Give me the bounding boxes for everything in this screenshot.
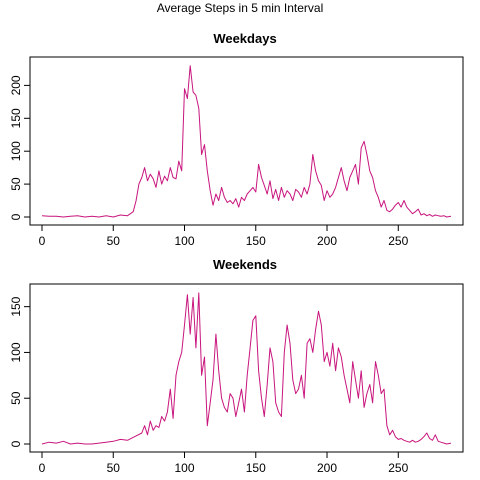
weekdays-plot-frame bbox=[29, 56, 464, 226]
weekdays-x-axis: 0 50 100 150 200 250 bbox=[39, 224, 409, 248]
weekdays-x-tick-label: 200 bbox=[317, 234, 337, 248]
weekdays-x-tick-label: 250 bbox=[388, 234, 408, 248]
weekdays-y-tick-label: 0 bbox=[9, 213, 23, 220]
weekdays-y-tick-label: 100 bbox=[9, 141, 23, 161]
weekends-x-tick-label: 0 bbox=[39, 461, 46, 475]
weekdays-y-tick-label: 150 bbox=[9, 108, 23, 128]
weekdays-series-line bbox=[41, 65, 452, 218]
weekends-y-axis: 0 50 100 150 bbox=[9, 296, 31, 447]
weekdays-y-axis: 0 50 100 150 200 bbox=[9, 75, 31, 220]
weekdays-x-tick-label: 150 bbox=[246, 234, 266, 248]
weekends-x-tick-label: 250 bbox=[388, 461, 408, 475]
weekdays-panel: Weekdays 0 50 100 150 200 250 0 50 100 150 200 bbox=[9, 31, 464, 248]
weekends-y-tick-label: 100 bbox=[9, 342, 23, 362]
weekdays-x-tick-label: 100 bbox=[174, 234, 194, 248]
weekends-series bbox=[41, 292, 452, 445]
weekends-x-tick-label: 150 bbox=[246, 461, 266, 475]
weekends-series-line bbox=[41, 292, 452, 445]
weekends-panel-title: Weekends bbox=[213, 257, 277, 272]
weekends-y-tick-label: 150 bbox=[9, 296, 23, 316]
weekends-panel: Weekends 0 50 100 150 200 250 0 50 100 150 bbox=[9, 257, 464, 475]
weekends-x-axis: 0 50 100 150 200 250 bbox=[39, 451, 409, 475]
weekdays-series bbox=[41, 65, 452, 218]
weekdays-x-tick-label: 50 bbox=[107, 234, 121, 248]
figure-title: Average Steps in 5 min Interval bbox=[157, 1, 324, 15]
weekends-x-tick-label: 50 bbox=[107, 461, 121, 475]
weekends-y-tick-label: 50 bbox=[9, 391, 23, 405]
weekdays-x-tick-label: 0 bbox=[39, 234, 46, 248]
weekdays-panel-title: Weekdays bbox=[213, 31, 276, 46]
weekends-x-tick-label: 100 bbox=[174, 461, 194, 475]
weekends-x-tick-label: 200 bbox=[317, 461, 337, 475]
weekdays-y-tick-label: 50 bbox=[9, 177, 23, 191]
weekends-y-tick-label: 0 bbox=[9, 440, 23, 447]
weekends-plot-frame bbox=[29, 283, 464, 453]
weekdays-y-tick-label: 200 bbox=[9, 75, 23, 95]
